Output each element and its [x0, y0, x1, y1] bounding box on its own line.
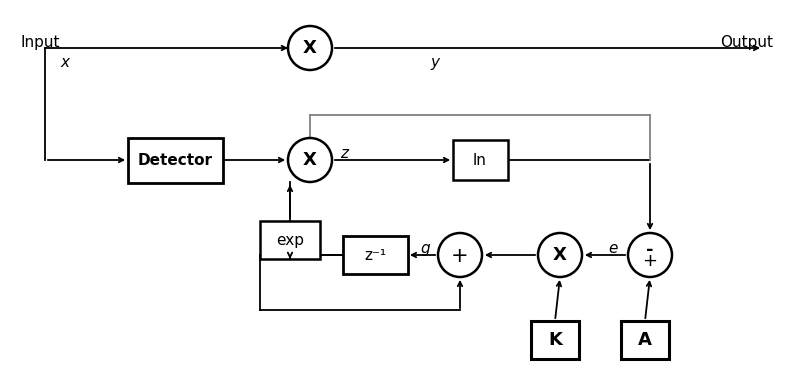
Bar — [128, 138, 223, 183]
Text: Input: Input — [20, 34, 59, 49]
Text: X: X — [553, 246, 567, 264]
Circle shape — [628, 233, 672, 277]
Text: K: K — [548, 331, 562, 349]
Text: ln: ln — [473, 152, 487, 167]
Text: +: + — [451, 246, 469, 266]
Bar — [343, 236, 408, 274]
Text: -: - — [646, 241, 653, 259]
Circle shape — [538, 233, 582, 277]
Text: Detector: Detector — [137, 152, 213, 167]
Text: exp: exp — [276, 232, 304, 247]
Bar — [531, 321, 579, 359]
Text: z: z — [340, 145, 348, 160]
Text: +: + — [642, 252, 657, 270]
Bar — [621, 321, 669, 359]
Bar — [453, 140, 508, 180]
Text: g: g — [420, 241, 430, 256]
Text: X: X — [303, 151, 317, 169]
Text: X: X — [303, 39, 317, 57]
Circle shape — [288, 138, 332, 182]
Text: A: A — [638, 331, 652, 349]
Text: z⁻¹: z⁻¹ — [364, 247, 386, 263]
Circle shape — [288, 26, 332, 70]
Text: e: e — [608, 241, 618, 256]
Circle shape — [438, 233, 482, 277]
Text: Output: Output — [720, 34, 773, 49]
Bar — [260, 221, 320, 259]
Text: y: y — [430, 54, 439, 69]
Text: x: x — [60, 54, 69, 69]
